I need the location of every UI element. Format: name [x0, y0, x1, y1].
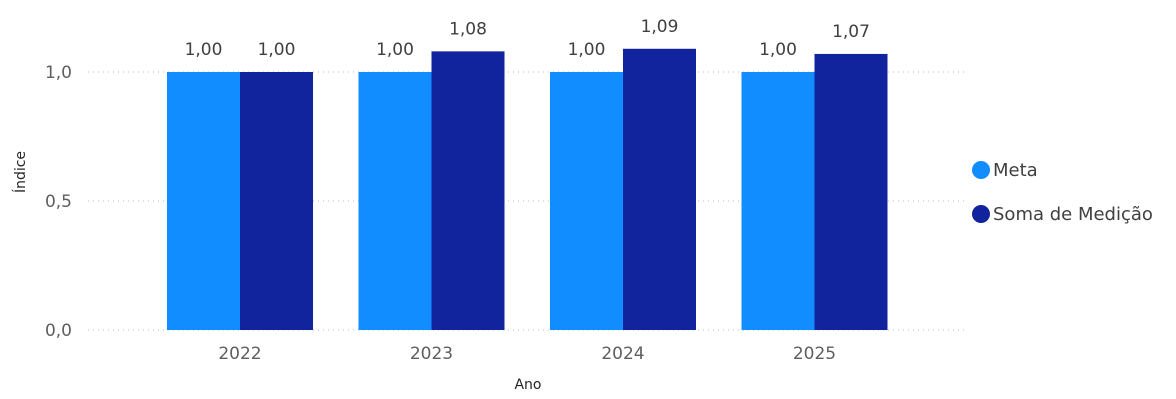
data-labels: 1,00 1,00 1,00 1,08 1,00 1,09 1,00 1,07 — [185, 17, 870, 60]
bar-soma-de-medição-2022[interactable] — [240, 72, 313, 330]
x-tick-label: 2024 — [601, 344, 644, 364]
x-tick-label: 2022 — [218, 344, 261, 364]
bar-soma-de-medição-2023[interactable] — [431, 51, 505, 331]
x-axis-title: Ano — [514, 377, 541, 393]
data-label: 1,00 — [568, 40, 606, 60]
bar-meta-2022[interactable] — [167, 72, 240, 330]
bar-meta-2025[interactable] — [741, 72, 815, 330]
gridlines — [88, 71, 968, 331]
data-label: 1,00 — [185, 40, 223, 60]
bar-soma-de-medição-2024[interactable] — [623, 48, 696, 330]
legend-item-meta[interactable]: Meta — [972, 160, 1038, 181]
legend-item-soma-de-medição[interactable]: Soma de Medição — [972, 204, 1153, 225]
y-tick-label: 0,5 — [45, 192, 72, 212]
y-tick-label: 0,0 — [45, 321, 72, 341]
bar-soma-de-medição-2025[interactable] — [814, 53, 888, 330]
bar-meta-2023[interactable] — [358, 72, 432, 330]
y-tick-label: 1,0 — [45, 63, 72, 83]
bars — [167, 48, 888, 331]
x-tick-label: 2023 — [410, 344, 453, 364]
bar-meta-2024[interactable] — [550, 72, 623, 330]
x-tick-label: 2025 — [793, 344, 836, 364]
data-label: 1,00 — [759, 40, 797, 60]
data-label: 1,00 — [376, 40, 414, 60]
data-label: 1,00 — [258, 40, 296, 60]
legend[interactable]: Meta Soma de Medição — [972, 160, 1153, 225]
legend-marker — [972, 161, 990, 179]
data-label: 1,09 — [641, 17, 679, 37]
data-label: 1,07 — [832, 22, 870, 42]
y-axis-title: Índice — [12, 151, 29, 193]
x-axis: 2022 2023 2024 2025 — [218, 344, 836, 364]
y-axis: 0,0 0,5 1,0 — [45, 63, 72, 341]
legend-label: Meta — [993, 160, 1038, 181]
legend-marker — [972, 205, 990, 223]
legend-label: Soma de Medição — [993, 204, 1153, 225]
data-label: 1,08 — [449, 19, 487, 39]
